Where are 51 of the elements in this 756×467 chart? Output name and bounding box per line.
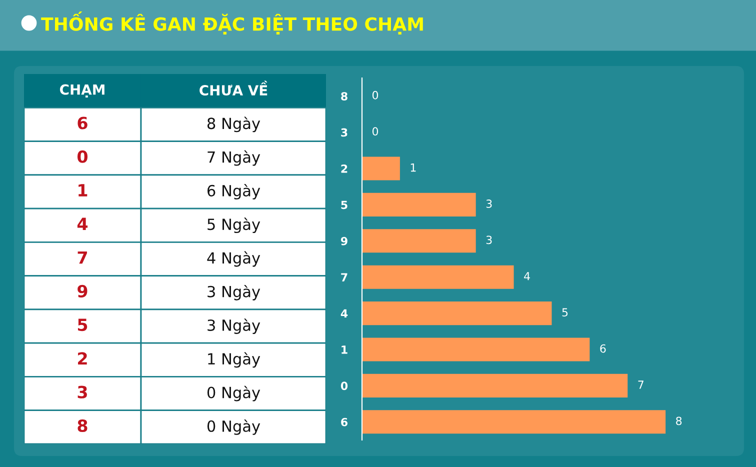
data-label: 3 bbox=[486, 236, 492, 244]
text: 7 bbox=[78, 251, 87, 264]
data-label: 3 bbox=[486, 200, 492, 208]
data-label: 6 bbox=[600, 344, 606, 353]
data-label: 1 bbox=[410, 163, 416, 172]
text: 3 bbox=[78, 386, 87, 398]
text: 3 Ngày bbox=[208, 318, 260, 334]
bar bbox=[362, 302, 552, 326]
data-label: 4 bbox=[524, 272, 530, 280]
text: 5 Ngày bbox=[208, 218, 260, 234]
text: 4 bbox=[77, 218, 88, 230]
chart-title: THỐNG KÊ GAN ĐẶC BIỆT THEO CHẠM bbox=[41, 12, 423, 34]
data-label: 0 bbox=[372, 90, 378, 100]
text: 5 bbox=[78, 318, 88, 332]
bar bbox=[362, 338, 590, 362]
text: 1 bbox=[78, 184, 88, 196]
bar bbox=[362, 192, 476, 216]
data-label: 8 bbox=[676, 416, 682, 426]
text: 8 bbox=[78, 419, 88, 432]
text: 3 Ngày bbox=[208, 284, 260, 300]
text: 0 Ngày bbox=[207, 419, 260, 435]
bar bbox=[362, 410, 666, 434]
text: 4 Ngày bbox=[207, 251, 260, 267]
text: 2 bbox=[78, 352, 87, 365]
y-tick-label: 4 bbox=[340, 309, 348, 318]
y-tick-label: 9 bbox=[340, 236, 348, 246]
y-tick-label: 2 bbox=[341, 164, 348, 173]
category-label: CHƯA VỀ bbox=[200, 80, 268, 96]
text: 0 bbox=[78, 150, 88, 163]
bar bbox=[362, 265, 514, 289]
text: 6 bbox=[78, 116, 88, 130]
y-tick-label: 7 bbox=[341, 273, 348, 282]
bar bbox=[362, 374, 628, 398]
bar bbox=[362, 229, 476, 253]
text: 9 bbox=[78, 284, 88, 298]
y-tick-label: 3 bbox=[341, 128, 348, 137]
data-label: 0 bbox=[372, 127, 378, 136]
data-label: 7 bbox=[638, 380, 644, 389]
y-tick-label: 8 bbox=[341, 92, 348, 100]
data-label: 5 bbox=[562, 308, 568, 317]
text: 6 Ngày bbox=[208, 184, 260, 200]
category-label: CHẠM bbox=[60, 84, 104, 98]
text: 8 Ngày bbox=[207, 116, 260, 132]
text: 7 Ngày bbox=[208, 150, 260, 166]
y-tick-label: 1 bbox=[342, 346, 348, 354]
y-tick-label: 0 bbox=[340, 382, 348, 390]
text: 1 Ngày bbox=[208, 352, 260, 368]
bar bbox=[362, 156, 400, 180]
y-tick-label: 6 bbox=[341, 418, 348, 426]
y-tick-label: 5 bbox=[341, 200, 348, 210]
text: 0 Ngày bbox=[207, 386, 260, 402]
